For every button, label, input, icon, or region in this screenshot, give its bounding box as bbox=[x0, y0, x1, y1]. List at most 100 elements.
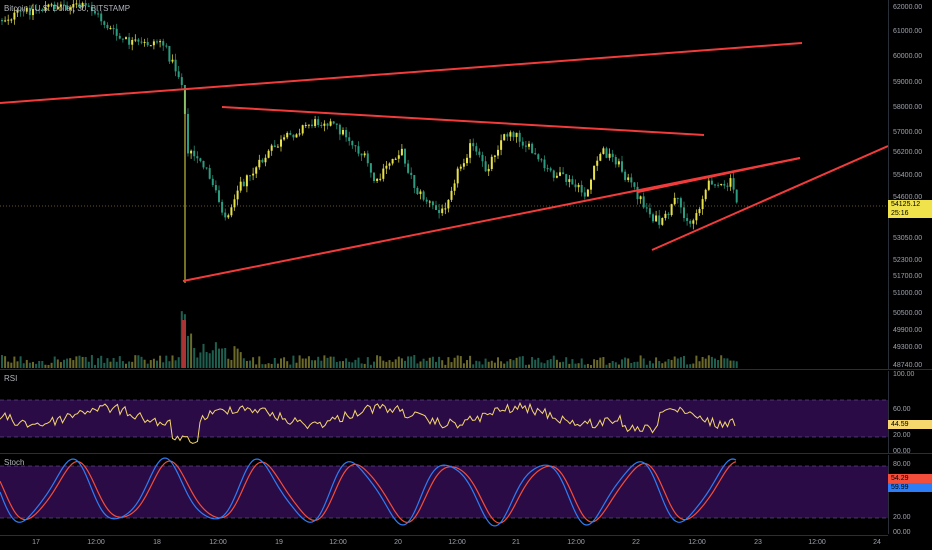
candle-body bbox=[363, 153, 366, 156]
candle-body bbox=[484, 161, 487, 172]
candle-body bbox=[478, 151, 481, 155]
candle-body bbox=[258, 159, 261, 168]
candle-body bbox=[239, 181, 242, 191]
candle-body bbox=[128, 37, 131, 45]
candle-body bbox=[493, 155, 496, 157]
stoch-canvas[interactable] bbox=[0, 455, 888, 534]
price-axis[interactable]: 62000.00 61000.00 60000.00 59000.00 58000.00… bbox=[888, 0, 932, 369]
candle-body bbox=[298, 133, 301, 135]
volume-bar bbox=[338, 361, 341, 368]
candle-body bbox=[174, 59, 177, 72]
candle-body bbox=[425, 199, 428, 202]
candle-body bbox=[555, 175, 558, 178]
candle-body bbox=[627, 177, 630, 180]
volume-bar bbox=[267, 363, 270, 368]
candle-body bbox=[214, 184, 217, 191]
volume-bar bbox=[608, 363, 611, 368]
stoch-legend[interactable]: Stoch bbox=[4, 458, 25, 467]
candle-body bbox=[683, 207, 685, 219]
volume-bar bbox=[559, 362, 561, 368]
candle-body bbox=[614, 157, 617, 165]
candle-body bbox=[497, 149, 499, 156]
candle-body bbox=[25, 7, 28, 12]
candle-body bbox=[435, 205, 437, 210]
price-pane[interactable]: Bitcoin / U.S. Dollar, 30, BITSTAMP bbox=[0, 0, 888, 369]
pane-separator[interactable] bbox=[0, 369, 932, 370]
volume-bar bbox=[633, 361, 636, 368]
candle-body bbox=[611, 153, 614, 158]
price-tick: 59000.00 bbox=[893, 79, 923, 86]
volume-bar bbox=[320, 360, 323, 368]
volume-bar bbox=[25, 359, 28, 368]
candle-body bbox=[605, 148, 608, 158]
time-axis[interactable]: 17 12:00 18 12:00 19 12:00 20 12:00 21 12:00 22 12:… bbox=[0, 535, 888, 550]
volume-bar bbox=[283, 357, 286, 368]
volume-bar bbox=[394, 359, 397, 368]
candle-body bbox=[692, 220, 695, 224]
pane-separator[interactable] bbox=[0, 453, 932, 454]
trend-line[interactable] bbox=[0, 42, 803, 104]
candle-body bbox=[118, 35, 121, 39]
volume-bar bbox=[38, 361, 41, 368]
trend-line[interactable] bbox=[637, 157, 801, 193]
volume-bar bbox=[590, 364, 592, 368]
stoch-axis[interactable]: 80.00 20.00 00.00 bbox=[888, 455, 932, 536]
volume-bar bbox=[78, 355, 81, 368]
symbol-legend[interactable]: Bitcoin / U.S. Dollar, 30, BITSTAMP bbox=[4, 4, 131, 13]
candle-body bbox=[307, 124, 310, 126]
candle-body bbox=[1, 20, 3, 22]
volume-bar bbox=[218, 348, 220, 368]
candle-body bbox=[115, 28, 118, 36]
trend-line[interactable] bbox=[182, 157, 801, 282]
volume-bar bbox=[555, 359, 558, 368]
rsi-canvas[interactable] bbox=[0, 371, 888, 453]
candle-body bbox=[686, 218, 689, 221]
volume-bar bbox=[311, 360, 313, 368]
candle-body bbox=[617, 161, 620, 165]
volume-bar bbox=[686, 364, 689, 368]
time-tick: 12:00 bbox=[448, 539, 466, 546]
candle-body bbox=[44, 6, 47, 11]
rsi-tick: 100.00 bbox=[893, 371, 915, 378]
candle-body bbox=[469, 143, 472, 158]
volume-bar bbox=[667, 359, 670, 368]
volume-bar bbox=[125, 363, 127, 368]
trend-line[interactable] bbox=[221, 106, 705, 136]
candle-body bbox=[28, 7, 31, 16]
volume-bar bbox=[239, 352, 242, 368]
volume-bar bbox=[7, 361, 10, 368]
candle-body bbox=[490, 156, 493, 169]
rsi-axis[interactable]: 100.00 60.00 20.00 00.00 bbox=[888, 371, 932, 455]
volume-bar bbox=[624, 357, 627, 368]
volume-bar bbox=[726, 358, 729, 368]
candle-body bbox=[255, 167, 258, 174]
candle-body bbox=[515, 132, 518, 137]
candle-body bbox=[546, 168, 549, 170]
candle-body bbox=[193, 150, 196, 157]
rsi-legend[interactable]: RSI bbox=[4, 374, 18, 383]
candle-body bbox=[394, 158, 397, 160]
volume-bar bbox=[103, 362, 106, 368]
volume-bar bbox=[413, 355, 416, 368]
volume-bar bbox=[729, 360, 732, 368]
trend-lines[interactable] bbox=[0, 42, 888, 282]
volume-bar bbox=[295, 362, 298, 368]
volume-bar bbox=[611, 360, 614, 368]
candle-body bbox=[503, 134, 506, 141]
rsi-pane[interactable]: RSI bbox=[0, 371, 888, 453]
candle-body bbox=[332, 121, 335, 124]
stoch-pane[interactable]: Stoch bbox=[0, 455, 888, 534]
trend-line[interactable] bbox=[651, 145, 888, 251]
volume-bar bbox=[596, 360, 599, 368]
volume-bar bbox=[472, 364, 475, 368]
candle-body bbox=[22, 11, 25, 13]
volume-bar bbox=[720, 355, 723, 368]
volume-bar bbox=[562, 361, 565, 368]
volume-bar bbox=[512, 360, 515, 368]
candle-body bbox=[360, 153, 363, 156]
price-chart-canvas[interactable] bbox=[0, 0, 888, 369]
candle-body bbox=[261, 159, 264, 163]
candle-body bbox=[407, 163, 410, 173]
candle-body bbox=[16, 10, 19, 13]
candle-body bbox=[4, 20, 7, 22]
